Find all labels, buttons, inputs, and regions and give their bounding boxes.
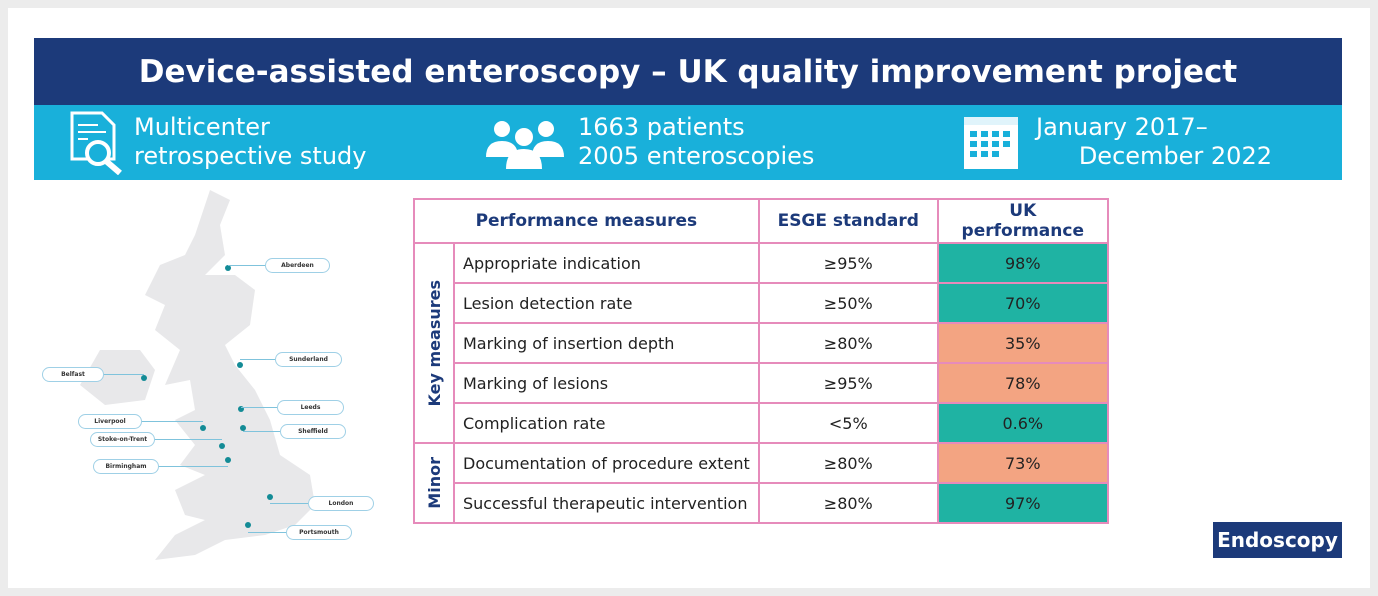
- connector-line: [153, 439, 222, 440]
- table-row: Successful therapeutic intervention ≥80% 9…: [414, 482, 1109, 524]
- standard-cell: ≥80%: [757, 482, 939, 524]
- connector-line: [243, 431, 280, 432]
- people-icon: [486, 121, 564, 169]
- table-header: Performance measures ESGE standard UK perf…: [413, 198, 1109, 244]
- city-pin: [225, 457, 231, 463]
- group-label: Key measures: [413, 242, 455, 444]
- uk-performance-cell: 70%: [936, 282, 1109, 324]
- header-esge: ESGE standard: [757, 198, 939, 244]
- table-row: Lesion detection rate ≥50% 70%: [414, 282, 1109, 324]
- uk-performance-cell: 73%: [936, 442, 1109, 484]
- header-uk: UK performance: [936, 198, 1109, 244]
- table-row: Complication rate <5% 0.6%: [414, 402, 1109, 444]
- city-pin: [219, 443, 225, 449]
- city-label: Leeds: [277, 400, 344, 415]
- performance-table: Performance measures ESGE standard UK perf…: [413, 198, 1109, 524]
- table-row: Marking of insertion depth ≥80% 35%: [414, 322, 1109, 364]
- study-type-line1: Multicenter: [134, 113, 270, 141]
- measure-cell: Complication rate: [453, 402, 760, 444]
- header-measures: Performance measures: [413, 198, 760, 244]
- city-pin: [267, 494, 273, 500]
- city-pin: [238, 406, 244, 412]
- standard-cell: ≥80%: [757, 322, 939, 364]
- measure-cell: Marking of insertion depth: [453, 322, 760, 364]
- city-pin: [245, 522, 251, 528]
- measure-cell: Marking of lesions: [453, 362, 760, 404]
- uk-performance-cell: 97%: [936, 482, 1109, 524]
- city-pin: [141, 375, 147, 381]
- patients-count: 1663 patients: [578, 113, 745, 141]
- measure-cell: Appropriate indication: [453, 242, 760, 284]
- connector-line: [102, 374, 144, 375]
- standard-cell: ≥95%: [757, 242, 939, 284]
- table-row: Minor Documentation of procedure extent ≥8…: [413, 442, 1109, 524]
- calendar-icon: [964, 117, 1018, 169]
- uk-map: [80, 190, 315, 560]
- date-start: January 2017–: [1036, 113, 1208, 141]
- uk-performance-cell: 0.6%: [936, 402, 1109, 444]
- connector-line: [157, 466, 228, 467]
- standard-cell: ≥80%: [757, 442, 939, 484]
- journal-logo: Endoscopy: [1213, 522, 1342, 558]
- city-pin: [237, 362, 243, 368]
- connector-line: [248, 532, 286, 533]
- standard-cell: ≥95%: [757, 362, 939, 404]
- city-pin: [200, 425, 206, 431]
- group-label: Minor: [413, 442, 455, 524]
- measure-cell: Documentation of procedure extent: [453, 442, 760, 484]
- table-row: Marking of lesions ≥95% 78%: [414, 362, 1109, 404]
- table-row: Key measures Appropriate indication ≥95% 98…: [413, 242, 1109, 444]
- city-pin: [240, 425, 246, 431]
- city-label: Aberdeen: [265, 258, 330, 273]
- document-search-icon: [70, 111, 122, 175]
- standard-cell: ≥50%: [757, 282, 939, 324]
- standard-cell: <5%: [757, 402, 939, 444]
- connector-line: [241, 407, 277, 408]
- measure-cell: Successful therapeutic intervention: [453, 482, 760, 524]
- enteroscopies-count: 2005 enteroscopies: [578, 142, 815, 170]
- study-type-line2: retrospective study: [134, 142, 367, 170]
- uk-performance-cell: 35%: [936, 322, 1109, 364]
- date-end: December 2022: [1078, 142, 1272, 170]
- info-band: Multicenter retrospective study 1663 pati…: [34, 105, 1342, 180]
- connector-line: [270, 503, 308, 504]
- city-label: Sheffield: [280, 424, 346, 439]
- page-title: Device-assisted enteroscopy – UK quality…: [34, 38, 1342, 105]
- city-label: Sunderland: [275, 352, 342, 367]
- uk-performance-cell: 78%: [936, 362, 1109, 404]
- connector-line: [240, 359, 275, 360]
- city-label: Birmingham: [93, 459, 159, 474]
- city-label: Liverpool: [78, 414, 142, 429]
- city-label: London: [308, 496, 374, 511]
- uk-performance-cell: 98%: [936, 242, 1109, 284]
- connector-line: [140, 421, 203, 422]
- city-label: Stoke-on-Trent: [90, 432, 155, 447]
- city-label: Portsmouth: [286, 525, 352, 540]
- city-pin: [225, 265, 231, 271]
- city-label: Belfast: [42, 367, 104, 382]
- connector-line: [228, 265, 265, 266]
- measure-cell: Lesion detection rate: [453, 282, 760, 324]
